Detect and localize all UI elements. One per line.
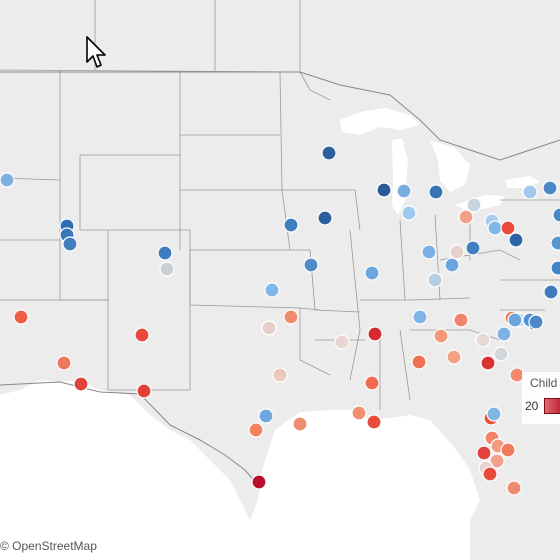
marker-oklahoma-2[interactable] <box>283 309 299 325</box>
marker-tennessee-1[interactable] <box>412 309 428 325</box>
legend-min-label: 20 <box>525 399 539 413</box>
marker-carolina-1[interactable] <box>493 346 509 362</box>
marker-texas-east[interactable] <box>258 408 274 424</box>
color-legend: Child 20 <box>522 372 560 424</box>
marker-florida-5[interactable] <box>476 445 492 461</box>
marker-layer <box>0 145 560 496</box>
marker-ohio-2[interactable] <box>449 244 465 260</box>
state-borders <box>0 0 560 410</box>
marker-carolina-3[interactable] <box>496 326 512 342</box>
marker-texas-houston[interactable] <box>292 416 308 432</box>
marker-wisconsin-1[interactable] <box>376 182 392 198</box>
marker-ohio-3[interactable] <box>465 240 481 256</box>
marker-tennessee-2[interactable] <box>433 328 449 344</box>
marker-florida-11[interactable] <box>486 406 502 422</box>
marker-michigan-1[interactable] <box>428 184 444 200</box>
marker-missouri[interactable] <box>303 257 319 273</box>
marker-florida-6[interactable] <box>489 453 505 469</box>
marker-iowa-1[interactable] <box>283 217 299 233</box>
marker-arizona-1[interactable] <box>56 355 72 371</box>
country-border-north <box>0 71 560 161</box>
marker-alabama-2[interactable] <box>446 349 462 365</box>
marker-texas-north[interactable] <box>272 367 288 383</box>
marker-pennsylvania-6[interactable] <box>542 180 558 196</box>
lake-superior <box>340 108 420 135</box>
marker-texas-south[interactable] <box>251 474 267 490</box>
marker-georgia-1[interactable] <box>480 355 496 371</box>
marker-pennsylvania-4[interactable] <box>500 220 516 236</box>
map-attribution[interactable]: © OpenStreetMap <box>0 539 101 553</box>
marker-michigan-2[interactable] <box>401 205 417 221</box>
lake-huron <box>430 140 470 192</box>
marker-pennsylvania-3[interactable] <box>487 220 503 236</box>
marker-texas-west[interactable] <box>136 383 152 399</box>
marker-colorado-2[interactable] <box>159 261 175 277</box>
marker-texas-central[interactable] <box>248 422 264 438</box>
marker-louisiana-1[interactable] <box>364 375 380 391</box>
marker-florida-9[interactable] <box>500 442 516 458</box>
marker-utah-3[interactable] <box>62 236 78 252</box>
marker-florida-10[interactable] <box>506 480 522 496</box>
marker-mississippi-1[interactable] <box>367 326 383 342</box>
marker-alabama-1[interactable] <box>411 354 427 370</box>
country-border-south <box>0 381 259 486</box>
marker-minnesota[interactable] <box>321 145 337 161</box>
marker-california[interactable] <box>13 309 29 325</box>
marker-new-mexico[interactable] <box>134 327 150 343</box>
marker-carolina-2[interactable] <box>453 312 469 328</box>
gulf-of-california <box>20 395 70 470</box>
marker-ny-1[interactable] <box>466 197 482 213</box>
marker-ny-5[interactable] <box>550 260 560 276</box>
marker-kansas[interactable] <box>264 282 280 298</box>
marker-ny-6[interactable] <box>552 207 560 223</box>
marker-indiana-2[interactable] <box>427 272 443 288</box>
marker-wisconsin-2[interactable] <box>396 183 412 199</box>
marker-louisiana-2[interactable] <box>351 405 367 421</box>
marker-georgia-3[interactable] <box>507 312 523 328</box>
marker-ny-3[interactable] <box>550 235 560 251</box>
legend-color-ramp <box>544 398 560 414</box>
marker-arkansas[interactable] <box>334 334 350 350</box>
marker-oklahoma-1[interactable] <box>261 320 277 336</box>
marker-east-edge-1[interactable] <box>528 314 544 330</box>
marker-illinois[interactable] <box>364 265 380 281</box>
marker-georgia-2[interactable] <box>475 332 491 348</box>
marker-arizona-2[interactable] <box>73 376 89 392</box>
mouse-cursor-icon <box>86 36 106 68</box>
marker-pennsylvania-5[interactable] <box>508 232 524 248</box>
marker-florida-8[interactable] <box>482 466 498 482</box>
marker-ohio-1[interactable] <box>421 244 437 260</box>
marker-iowa-2[interactable] <box>317 210 333 226</box>
marker-ny-4[interactable] <box>543 284 559 300</box>
marker-colorado-1[interactable] <box>157 245 173 261</box>
marker-northwest[interactable] <box>0 172 15 188</box>
legend-title: Child <box>530 376 558 390</box>
marker-pennsylvania-1[interactable] <box>458 209 474 225</box>
marker-ny-2[interactable] <box>522 184 538 200</box>
marker-indiana-1[interactable] <box>444 257 460 273</box>
marker-louisiana-3[interactable] <box>366 414 382 430</box>
